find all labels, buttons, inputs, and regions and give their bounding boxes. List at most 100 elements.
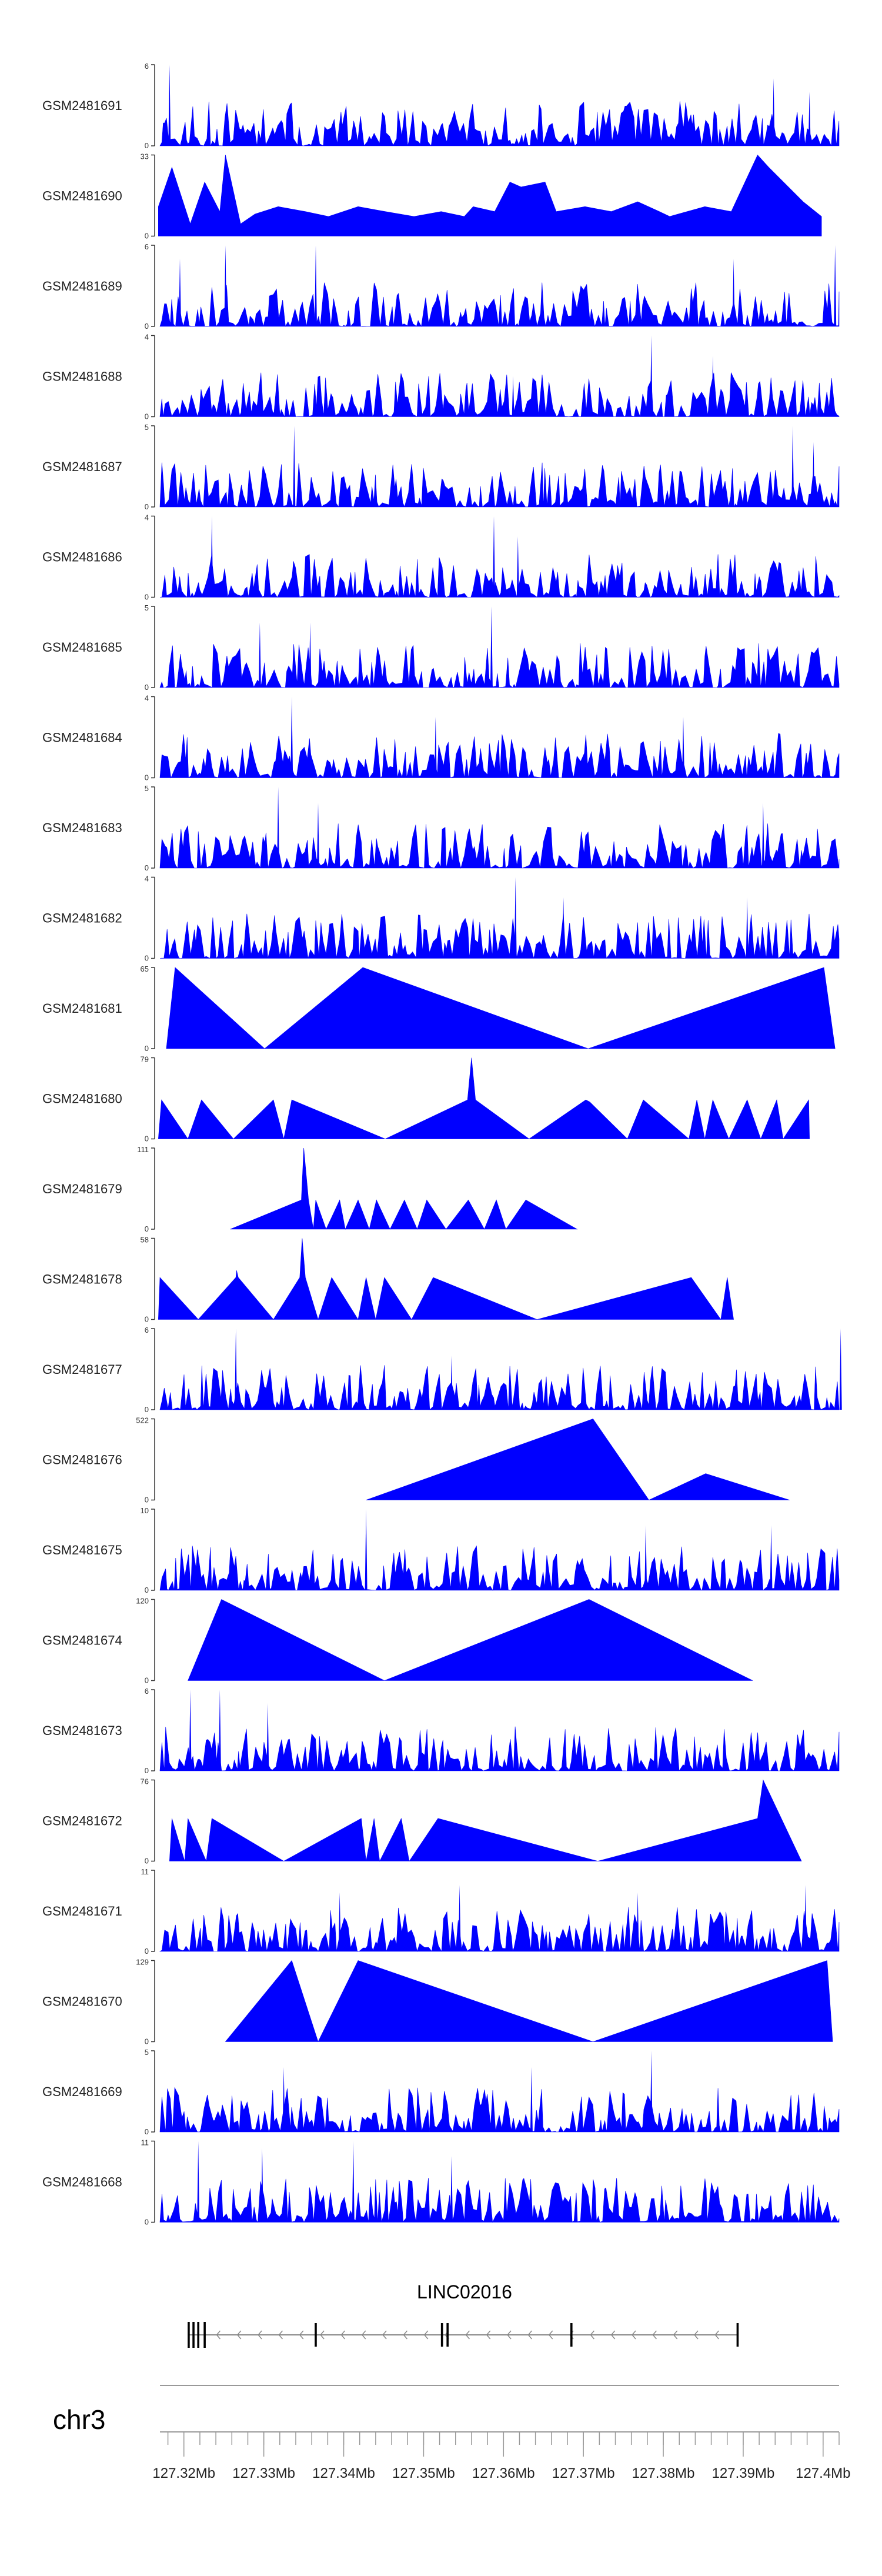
y-min-label: 0 [145, 1044, 149, 1053]
track-GSM2481683: GSM2481683 5 0 [42, 784, 840, 872]
signal-area [230, 1147, 578, 1230]
strand-chevron [216, 2330, 221, 2340]
track-label: GSM2481682 [42, 911, 122, 926]
signal-peak [282, 2067, 285, 2132]
exon [440, 2323, 443, 2347]
signal-peak [650, 335, 653, 417]
y-min-label: 0 [145, 1496, 149, 1504]
y-min-label: 0 [145, 683, 149, 692]
chromosome-label: chr3 [53, 2404, 105, 2435]
y-min-label: 0 [145, 1766, 149, 1775]
signal-peak [290, 696, 293, 778]
y-min-label: 0 [145, 1134, 149, 1143]
gene-annotation-track: LINC02016 [188, 2281, 739, 2348]
strand-chevron [652, 2330, 657, 2340]
y-min-label: 0 [145, 232, 149, 241]
tick-label: 127.38Mb [632, 2465, 695, 2481]
signal-peak [530, 2067, 533, 2132]
strand-chevron [258, 2330, 262, 2340]
track-label: GSM2481673 [42, 1723, 122, 1738]
strand-chevron [361, 2330, 366, 2340]
signal-area [159, 823, 840, 869]
signal-peak [258, 622, 261, 688]
signal-peak [260, 2148, 263, 2223]
signal-peak [682, 717, 684, 778]
strand-chevron [278, 2330, 283, 2340]
strand-chevron [610, 2330, 616, 2340]
strand-chevron [423, 2330, 429, 2340]
y-min-label: 0 [145, 2127, 149, 2136]
signal-area [159, 733, 840, 779]
y-min-label: 0 [145, 1315, 149, 1324]
y-max-label: 6 [145, 1687, 149, 1696]
signal-area [159, 101, 840, 146]
signal-area [159, 462, 840, 508]
signal-area [159, 643, 840, 688]
track-label: GSM2481689 [42, 279, 122, 293]
signal-area [225, 1960, 833, 2043]
strand-chevron [673, 2330, 678, 2340]
y-min-label: 0 [145, 1224, 149, 1233]
signal-area [159, 282, 840, 328]
signal-peak [293, 426, 296, 507]
tick-label: 127.34Mb [312, 2465, 375, 2481]
track-label: GSM2481671 [42, 1904, 122, 1918]
strand-chevron [590, 2330, 594, 2340]
tick-label: 127.36Mb [472, 2465, 535, 2481]
track-GSM2481680: GSM2481680 79 0 [42, 1055, 810, 1143]
y-min-label: 0 [145, 502, 149, 511]
tick-label: 127.33Mb [232, 2465, 295, 2481]
track-GSM2481668: GSM2481668 11 0 [42, 2138, 840, 2227]
signal-area [159, 913, 840, 959]
y-min-label: 0 [145, 1947, 149, 1956]
tick-label: 127.37Mb [552, 2465, 615, 2481]
track-GSM2481679: GSM2481679 111 0 [42, 1145, 578, 1233]
track-label: GSM2481685 [42, 640, 122, 655]
track-GSM2481678: GSM2481678 58 0 [42, 1236, 734, 1324]
signal-peak [512, 376, 514, 417]
signal-area [158, 1057, 810, 1140]
y-max-label: 11 [141, 1867, 149, 1876]
y-max-label: 33 [141, 152, 149, 161]
track-label: GSM2481674 [42, 1633, 122, 1648]
strand-chevron [465, 2330, 470, 2340]
y-min-label: 0 [145, 322, 149, 331]
y-min-label: 0 [145, 863, 149, 872]
signal-peak [365, 1509, 368, 1590]
y-max-label: 5 [145, 423, 149, 432]
y-max-label: 4 [145, 875, 149, 883]
strand-chevron [507, 2330, 512, 2340]
genomic-coordinate-axis: 127.32Mb 127.33Mb 127.34Mb 127.35Mb 127.36Mb… [152, 2431, 851, 2481]
signal-peak [315, 245, 317, 326]
strand-chevron [486, 2330, 491, 2340]
y-min-label: 0 [145, 954, 149, 963]
strand-chevron [714, 2330, 719, 2340]
signal-area [158, 1238, 734, 1320]
signal-peak [516, 536, 519, 598]
signal-area [158, 154, 822, 236]
track-GSM2481677: GSM2481677 6 0 [42, 1326, 842, 1414]
track-GSM2481686: GSM2481686 4 0 [42, 513, 840, 602]
track-GSM2481684: GSM2481684 4 0 [42, 694, 840, 782]
signal-peak [804, 1885, 807, 1951]
y-max-label: 11 [141, 2138, 149, 2147]
signal-peak [644, 1525, 647, 1590]
signal-area [169, 1779, 802, 1862]
signal-area [159, 1726, 840, 1771]
track-GSM2481676: GSM2481676 522 0 [42, 1416, 790, 1504]
signal-peak [434, 717, 437, 778]
track-GSM2481688: GSM2481688 4 0 [42, 333, 840, 421]
signal-peak [211, 516, 213, 598]
strand-chevron [299, 2330, 304, 2340]
track-label: GSM2481672 [42, 1814, 122, 1828]
track-label: GSM2481688 [42, 369, 122, 384]
strand-chevron [694, 2330, 699, 2340]
track-label: GSM2481679 [42, 1182, 122, 1196]
y-max-label: 5 [145, 603, 149, 612]
signal-peak [839, 1329, 842, 1410]
y-min-label: 0 [145, 141, 149, 150]
signal-peak [277, 787, 280, 868]
signal-area [159, 1907, 840, 1953]
signal-peak [224, 245, 227, 326]
